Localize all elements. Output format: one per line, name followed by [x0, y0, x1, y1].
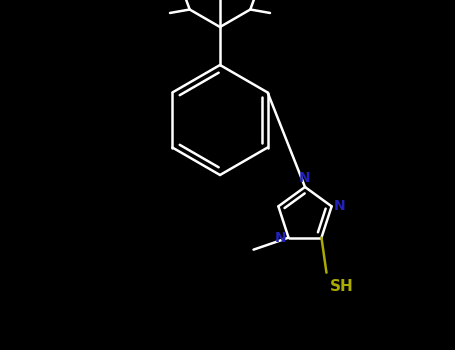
Text: N: N [299, 171, 311, 185]
Text: SH: SH [329, 279, 353, 294]
Text: N: N [334, 199, 345, 213]
Text: N: N [275, 231, 287, 245]
